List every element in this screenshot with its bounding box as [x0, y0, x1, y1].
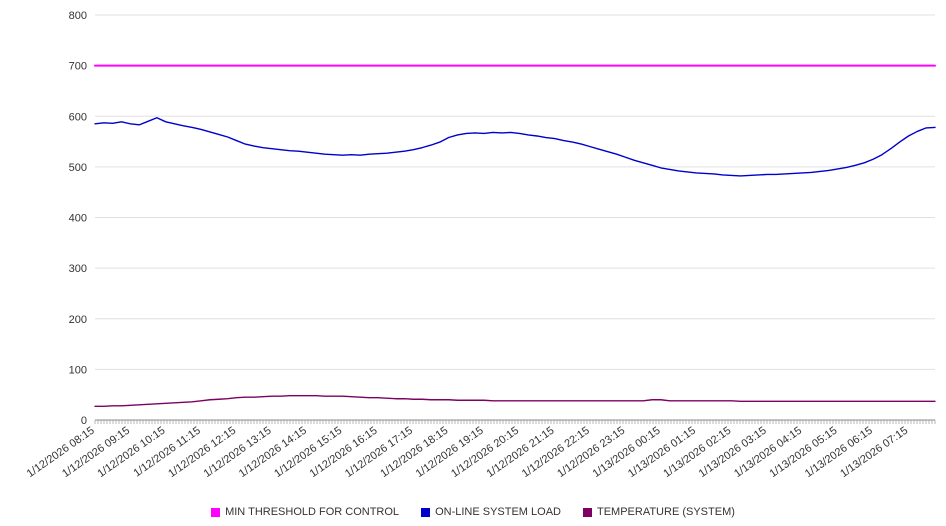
svg-text:500: 500	[69, 162, 87, 174]
legend-swatch-temperature	[582, 507, 592, 517]
svg-text:200: 200	[69, 314, 87, 326]
svg-text:400: 400	[69, 213, 87, 225]
legend-swatch-min-threshold	[211, 507, 221, 517]
legend-label-system-load: ON-LINE SYSTEM LOAD	[435, 506, 561, 518]
legend-item-temperature: TEMPERATURE (SYSTEM)	[582, 506, 735, 518]
svg-text:600: 600	[69, 111, 87, 123]
legend-swatch-system-load	[421, 507, 431, 517]
legend-label-temperature: TEMPERATURE (SYSTEM)	[596, 506, 735, 518]
legend-item-system-load: ON-LINE SYSTEM LOAD	[421, 506, 561, 518]
svg-text:700: 700	[69, 61, 87, 73]
chart-legend: MIN THRESHOLD FOR CONTROL ON-LINE SYSTEM…	[0, 506, 946, 518]
svg-text:800: 800	[69, 10, 87, 22]
svg-text:300: 300	[69, 263, 87, 275]
svg-text:100: 100	[69, 364, 87, 376]
legend-item-min-threshold: MIN THRESHOLD FOR CONTROL	[211, 506, 399, 518]
legend-label-min-threshold: MIN THRESHOLD FOR CONTROL	[225, 506, 400, 518]
svg-text:0: 0	[81, 415, 87, 427]
